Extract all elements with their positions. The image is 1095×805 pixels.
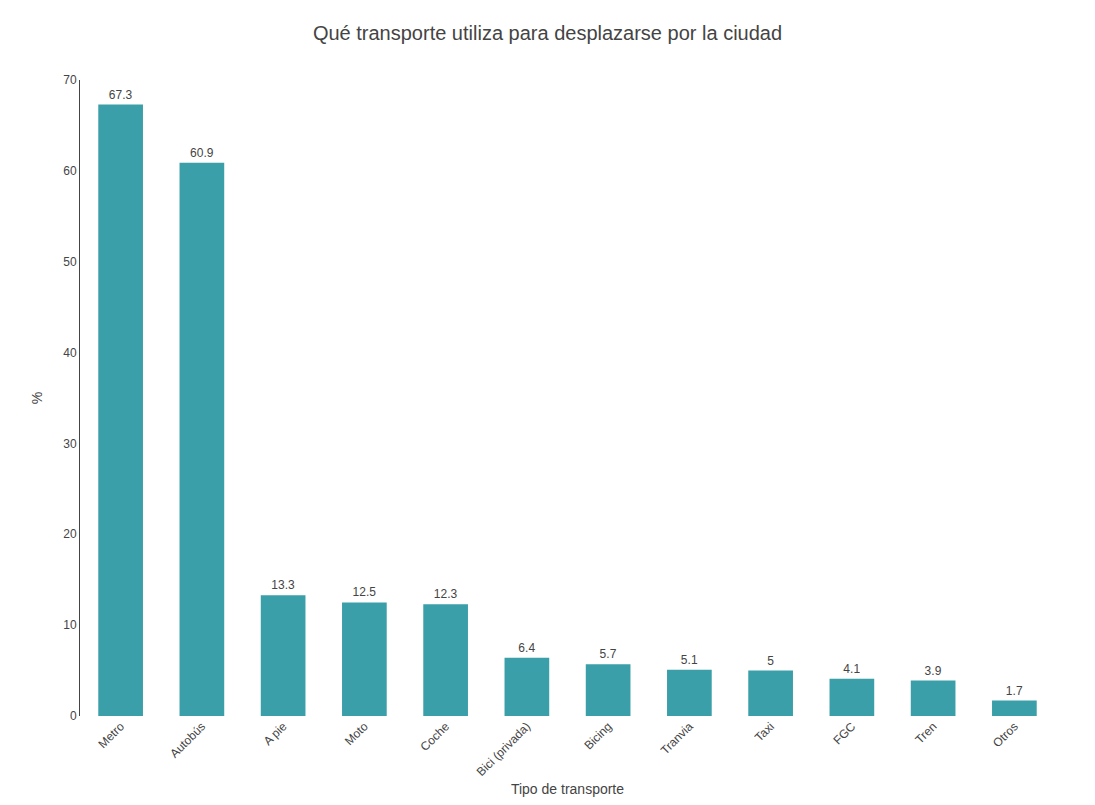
svg-text:13.3: 13.3	[271, 578, 295, 592]
svg-text:50: 50	[63, 255, 77, 269]
svg-text:10: 10	[63, 618, 77, 632]
svg-text:Moto: Moto	[342, 719, 371, 748]
svg-text:20: 20	[63, 527, 77, 541]
svg-text:0: 0	[70, 709, 77, 723]
svg-text:4.1: 4.1	[843, 662, 860, 676]
svg-text:6.4: 6.4	[518, 641, 535, 655]
svg-text:30: 30	[63, 437, 77, 451]
svg-text:67.3: 67.3	[109, 88, 133, 102]
svg-text:Metro: Metro	[95, 719, 127, 751]
svg-text:FGC: FGC	[830, 719, 858, 747]
svg-text:%: %	[29, 392, 45, 404]
svg-text:Qué transporte utiliza para de: Qué transporte utiliza para desplazarse …	[313, 22, 782, 44]
svg-text:12.3: 12.3	[434, 587, 458, 601]
svg-text:Taxi: Taxi	[752, 719, 777, 744]
svg-text:Tranvia: Tranvia	[658, 719, 696, 757]
svg-text:3.9: 3.9	[925, 664, 942, 678]
svg-text:60.9: 60.9	[190, 146, 214, 160]
svg-text:5: 5	[767, 654, 774, 668]
svg-text:Coche: Coche	[418, 719, 453, 754]
svg-text:12.5: 12.5	[353, 585, 377, 599]
svg-text:1.7: 1.7	[1006, 684, 1023, 698]
svg-text:Bicing: Bicing	[581, 719, 614, 752]
svg-text:Otros: Otros	[990, 719, 1021, 750]
svg-text:40: 40	[63, 346, 77, 360]
svg-text:60: 60	[63, 164, 77, 178]
svg-text:Bici (privada): Bici (privada)	[474, 719, 533, 778]
svg-text:Tren: Tren	[912, 719, 939, 746]
svg-text:Tipo de transporte: Tipo de transporte	[511, 781, 624, 797]
svg-text:Autobús: Autobús	[167, 719, 208, 760]
svg-text:A pie: A pie	[261, 719, 290, 748]
svg-text:5.7: 5.7	[600, 647, 617, 661]
svg-text:5.1: 5.1	[681, 653, 698, 667]
svg-text:70: 70	[63, 73, 77, 87]
